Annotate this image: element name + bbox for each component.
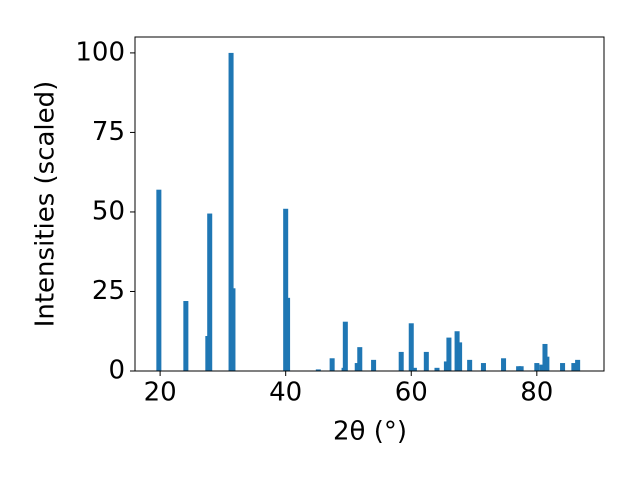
x-tick-label: 20	[144, 378, 177, 408]
bar	[457, 342, 463, 371]
bar	[544, 356, 550, 371]
bar	[560, 363, 566, 371]
bar	[423, 351, 429, 371]
x-tick-label: 80	[520, 378, 553, 408]
y-tick-label: 50	[92, 196, 125, 226]
bar	[411, 367, 417, 371]
bar	[230, 288, 236, 371]
bar	[408, 323, 414, 371]
y-axis-label: Intensities (scaled)	[31, 81, 61, 328]
bar	[501, 358, 507, 371]
bar	[480, 363, 486, 371]
bar	[446, 337, 452, 371]
x-tick-label: 60	[395, 378, 428, 408]
bar	[575, 359, 581, 371]
bar	[342, 321, 348, 371]
bar	[207, 213, 213, 371]
bar	[434, 367, 440, 371]
bar	[534, 363, 540, 371]
bar	[371, 359, 377, 371]
bar	[285, 297, 291, 371]
y-tick-label: 100	[75, 37, 125, 67]
bar	[315, 369, 321, 371]
bar	[183, 301, 189, 371]
bar	[539, 364, 545, 371]
plot-frame	[134, 36, 605, 372]
bar	[329, 358, 335, 371]
y-tick-label: 25	[92, 276, 125, 306]
y-tick-label: 75	[92, 117, 125, 147]
bar	[357, 347, 363, 371]
bar	[156, 189, 162, 371]
bar	[518, 366, 524, 371]
x-axis-label: 2θ (°)	[333, 417, 407, 447]
bar	[283, 208, 289, 371]
bar	[228, 52, 234, 372]
bar	[467, 359, 473, 371]
bar	[571, 363, 577, 371]
x-tick-label: 40	[269, 378, 302, 408]
bar	[398, 351, 404, 371]
y-tick-label: 0	[108, 356, 125, 386]
